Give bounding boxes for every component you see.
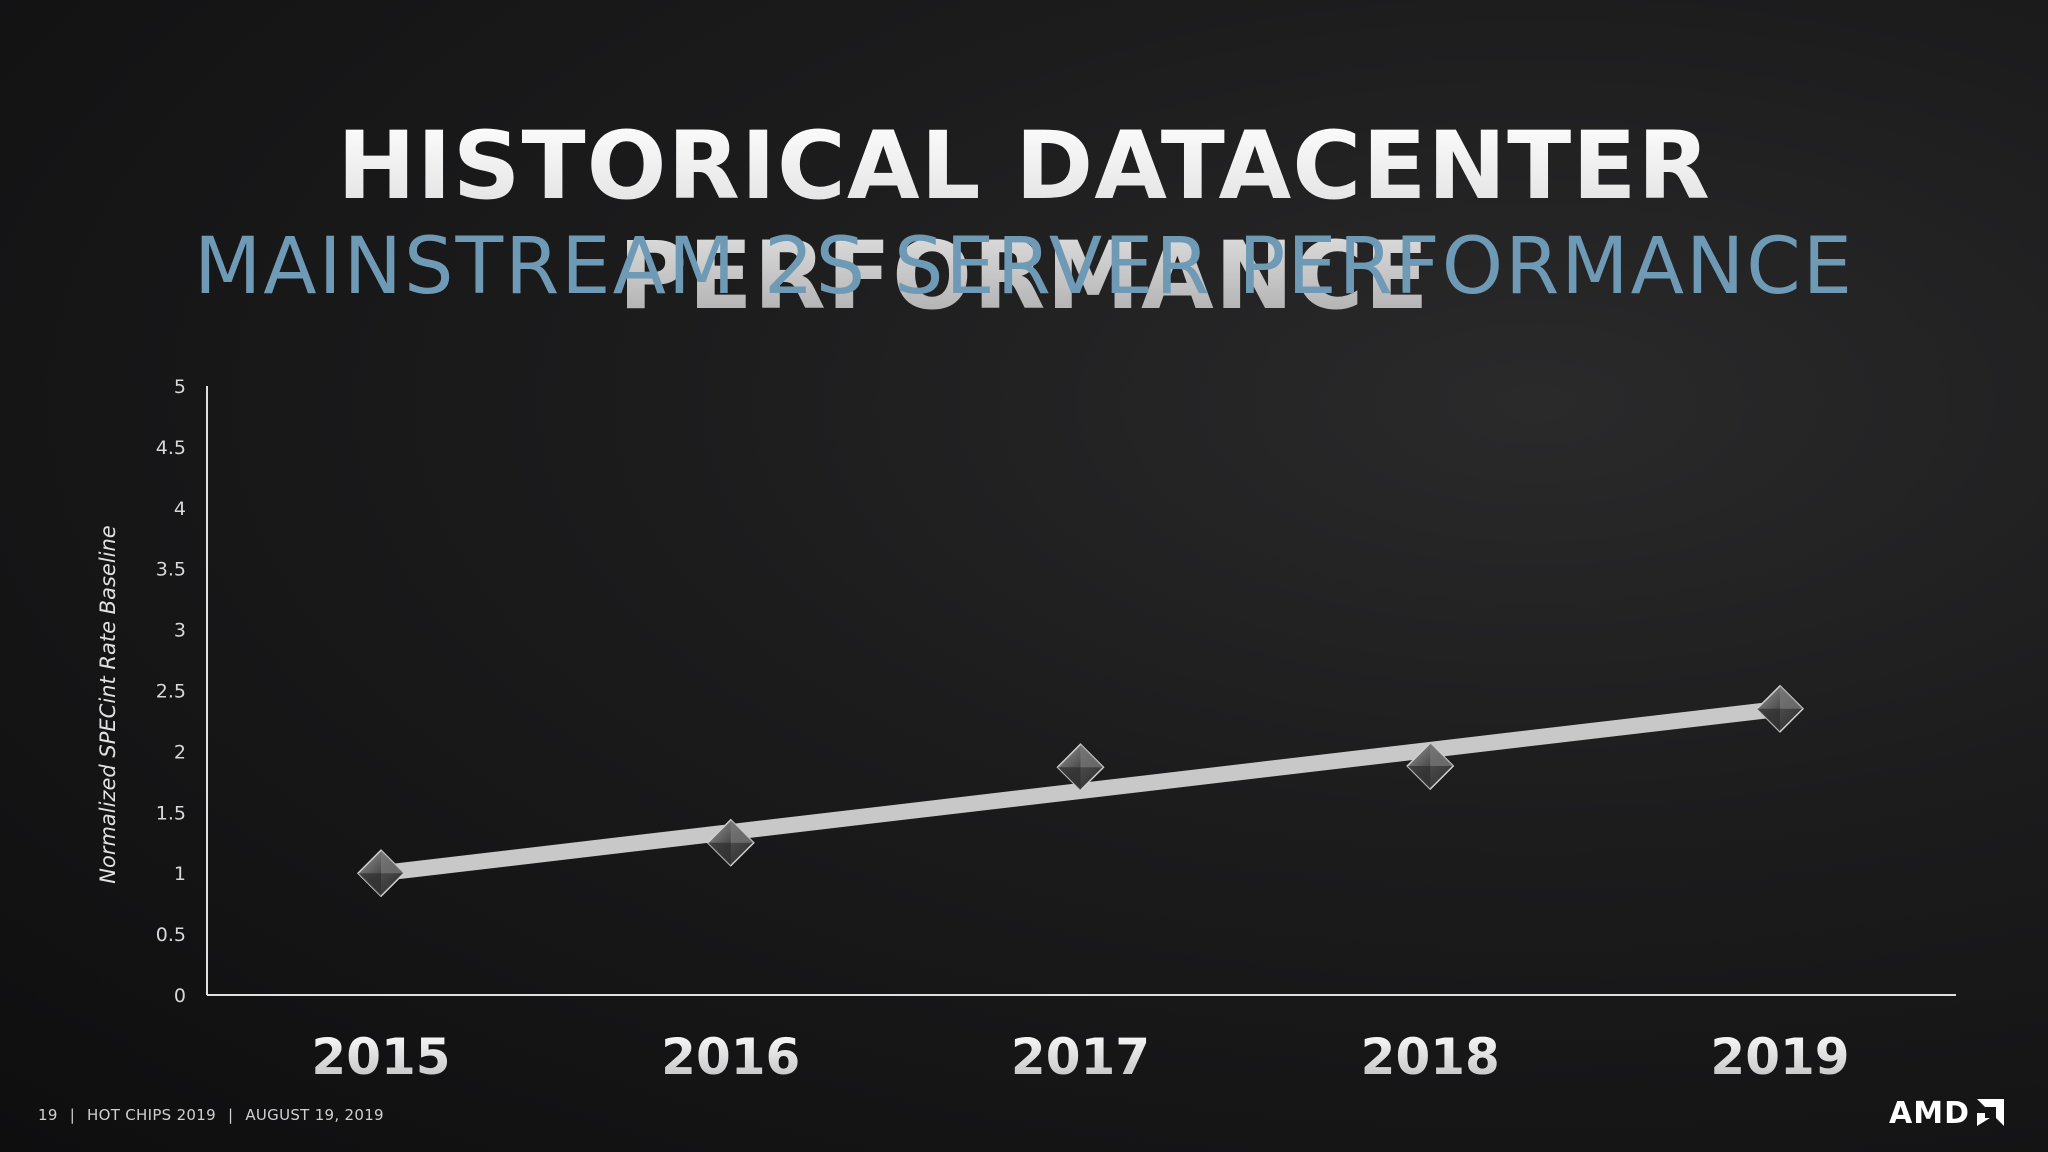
y-tick-label: 0 (174, 985, 186, 1007)
page-number: 19 (38, 1106, 58, 1124)
x-tick-label: 2015 (311, 1028, 450, 1086)
y-tick-label: 3.5 (156, 559, 186, 581)
data-points (356, 684, 1805, 898)
y-tick-label: 0.5 (156, 924, 186, 946)
amd-arrow-icon (1977, 1098, 2004, 1126)
footer-event: HOT CHIPS 2019 (87, 1106, 216, 1124)
logo-text: AMD (1889, 1096, 1970, 1131)
data-point-2018 (1406, 741, 1455, 791)
y-tick-label: 2 (174, 741, 186, 763)
x-tick-label: 2018 (1361, 1028, 1500, 1086)
y-tick-label: 1 (174, 863, 186, 885)
slide-title: HISTORICAL DATACENTER PERFORMANCE (0, 112, 2048, 332)
x-tick-labels: 2015 2016 2017 2018 2019 (311, 1028, 1849, 1086)
y-axis-label: Normalized SPECint Rate Baseline (96, 525, 120, 883)
y-tick-labels: 0 0.5 1 1.5 2 2.5 3 3.5 4 4.5 5 (156, 376, 186, 1007)
y-tick-label: 3 (174, 620, 186, 642)
data-point-2016 (706, 818, 755, 867)
chart-axes (206, 386, 1956, 996)
amd-logo: AMD (1889, 1096, 2004, 1131)
data-point-2017 (1056, 743, 1105, 792)
y-tick-label: 4 (174, 498, 186, 520)
data-point-2015 (356, 849, 406, 898)
y-tick-label: 2.5 (156, 681, 186, 703)
footer-date: AUGUST 19, 2019 (245, 1106, 384, 1124)
data-point-2019 (1755, 684, 1805, 733)
x-tick-label: 2017 (1011, 1028, 1150, 1086)
y-tick-label: 5 (174, 376, 186, 398)
slide-footer: 19 | HOT CHIPS 2019 | AUGUST 19, 2019 (38, 1106, 384, 1124)
slide-subtitle: MAINSTREAM 2S SERVER PERFORMANCE (193, 222, 1855, 312)
y-tick-label: 1.5 (156, 802, 186, 824)
x-tick-label: 2016 (661, 1028, 800, 1086)
y-tick-label: 4.5 (156, 437, 186, 459)
x-tick-label: 2019 (1710, 1028, 1849, 1086)
